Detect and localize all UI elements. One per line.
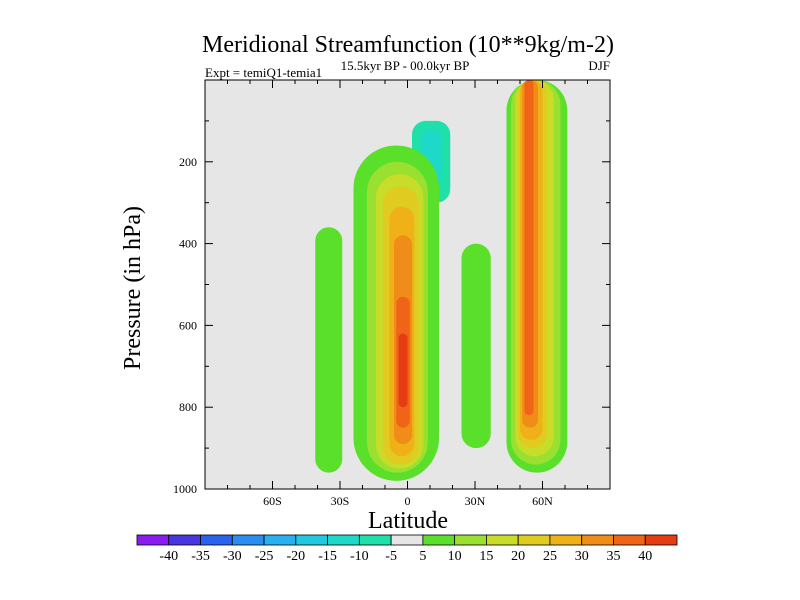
colorbar-swatch-7 xyxy=(358,534,392,546)
colorbar-label-14: 35 xyxy=(606,549,620,564)
colorbar-swatch-15 xyxy=(613,534,646,546)
colorbar-label-12: 25 xyxy=(543,549,557,564)
colorbar-swatch-13 xyxy=(549,534,583,546)
colorbar-label-5: -15 xyxy=(318,549,337,564)
contour-negative-3 xyxy=(335,112,354,211)
colorbar-swatch-9 xyxy=(422,534,456,546)
colorbar-label-8: 5 xyxy=(419,549,426,564)
y-tick-label-4: 1000 xyxy=(173,482,197,496)
colorbar-swatch-8 xyxy=(390,534,424,546)
colorbar-swatch-12 xyxy=(517,534,551,546)
y-tick-label-1: 400 xyxy=(179,237,197,251)
axes: 60S 30S 0 30N 60N 200 400 600 800 1000 xyxy=(173,80,610,508)
contour-negative-1 xyxy=(238,112,266,465)
colorbar-swatch-5 xyxy=(295,534,328,546)
y-tick-label-0: 200 xyxy=(179,155,197,169)
season-label: DJF xyxy=(588,58,610,73)
colorbar-label-10: 15 xyxy=(479,549,493,564)
colorbar-swatch-16 xyxy=(644,534,678,546)
colorbar-label-1: -35 xyxy=(191,549,210,564)
colorbar-swatch-14 xyxy=(581,534,614,546)
colorbar-swatch-1 xyxy=(168,534,201,546)
x-tick-label-3: 30N xyxy=(465,494,486,508)
colorbar-label-2: -30 xyxy=(223,549,242,564)
y-axis-label: Pressure (in hPa) xyxy=(120,206,146,370)
colorbar-swatch-6 xyxy=(327,534,360,546)
colorbar: -40 -35 -30 -25 -20 -15 -10 -5 5 10 15 20 25 30 35 40 xyxy=(136,534,678,564)
colorbar-swatch-2 xyxy=(200,534,233,546)
colorbar-swatch-10 xyxy=(454,534,487,546)
colorbar-swatch-3 xyxy=(231,534,265,546)
colorbar-label-4: -20 xyxy=(286,549,305,564)
colorbar-label-0: -40 xyxy=(159,549,178,564)
chart-title: Meridional Streamfunction (10**9kg/m-2) xyxy=(202,32,614,58)
colorbar-swatch-11 xyxy=(486,534,519,546)
colorbar-label-7: -5 xyxy=(385,549,397,564)
colorbar-label-6: -10 xyxy=(350,549,369,564)
contour-positive-17 xyxy=(461,243,491,449)
y-tick-label-3: 800 xyxy=(179,400,197,414)
contour-negative-7 xyxy=(565,112,579,432)
contour-positive-8 xyxy=(315,227,343,473)
experiment-label: Expt = temiQ1-temia1 xyxy=(205,65,322,80)
colorbar-label-3: -25 xyxy=(255,549,274,564)
colorbar-label-11: 20 xyxy=(511,549,525,564)
x-tick-label-0: 60S xyxy=(263,494,282,508)
contour-negative-0 xyxy=(211,112,221,391)
x-tick-label-2: 0 xyxy=(405,494,411,508)
contour-positive-24 xyxy=(524,80,534,416)
x-tick-label-1: 30S xyxy=(331,494,350,508)
colorbar-label-9: 10 xyxy=(448,549,462,564)
colorbar-label-15: 40 xyxy=(638,549,652,564)
y-tick-label-2: 600 xyxy=(179,318,197,332)
x-tick-label-4: 60N xyxy=(532,494,553,508)
time-range-label: 15.5kyr BP - 00.0kyr BP xyxy=(341,58,470,73)
contour-fills xyxy=(211,80,579,481)
colorbar-swatch-4 xyxy=(263,534,297,546)
colorbar-swatch-0 xyxy=(136,534,170,546)
contour-positive-16 xyxy=(398,333,408,408)
x-axis-label: Latitude xyxy=(368,508,448,534)
colorbar-label-13: 30 xyxy=(575,549,589,564)
